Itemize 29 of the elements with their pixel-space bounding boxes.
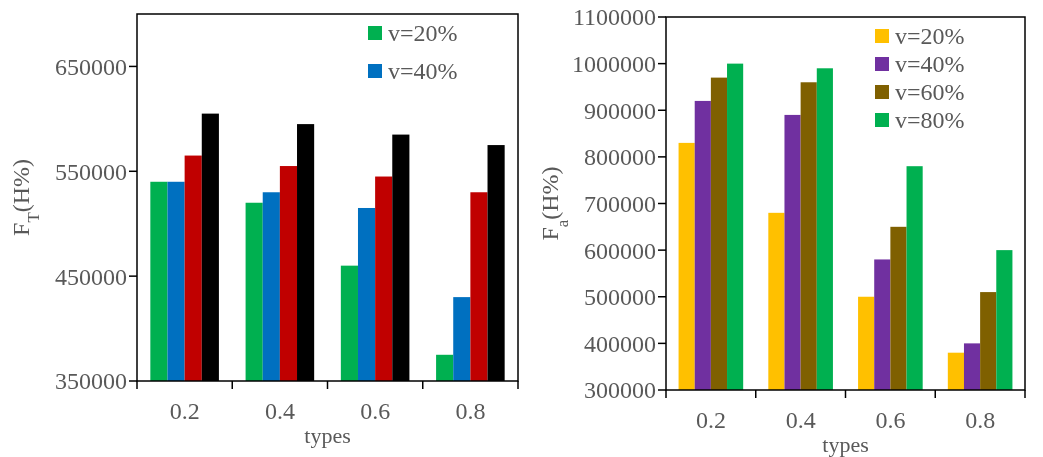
x-tick-label: 0.2 bbox=[695, 407, 726, 433]
y-tick-label: 400000 bbox=[584, 330, 656, 357]
legend-label: v=40% bbox=[895, 51, 965, 78]
legend-label: v=20% bbox=[895, 23, 965, 50]
y-tick-label: 800000 bbox=[584, 144, 656, 171]
x-tick-label: 0.8 bbox=[455, 398, 486, 424]
y-tick-label: 900000 bbox=[584, 97, 656, 124]
legend-label: v=80% bbox=[895, 107, 965, 134]
y-tick-label: 1000000 bbox=[572, 51, 656, 78]
y-tick-label: 650000 bbox=[55, 53, 127, 80]
y-tick-label: 600000 bbox=[584, 237, 656, 264]
legend-label: v=40% bbox=[388, 58, 458, 85]
legend-label: v=60% bbox=[895, 79, 965, 106]
legend-label: v=20% bbox=[388, 20, 458, 47]
x-axis-title: types bbox=[822, 432, 869, 457]
y-tick-label: 700000 bbox=[584, 190, 656, 217]
x-tick-label: 0.6 bbox=[360, 398, 391, 424]
x-tick-label: 0.2 bbox=[169, 398, 200, 424]
y-tick-label: 500000 bbox=[584, 284, 656, 311]
y-tick-label: 350000 bbox=[55, 368, 127, 395]
y-tick-label: 1100000 bbox=[572, 4, 656, 31]
x-tick-label: 0.4 bbox=[264, 398, 295, 424]
x-axis-title: types bbox=[304, 423, 351, 448]
y-tick-label: 550000 bbox=[55, 158, 127, 185]
y-tick-label: 300000 bbox=[584, 377, 656, 404]
x-tick-label: 0.4 bbox=[785, 407, 816, 433]
x-tick-label: 0.6 bbox=[875, 407, 906, 433]
x-tick-label: 0.8 bbox=[965, 407, 996, 433]
y-tick-label: 450000 bbox=[55, 263, 127, 290]
